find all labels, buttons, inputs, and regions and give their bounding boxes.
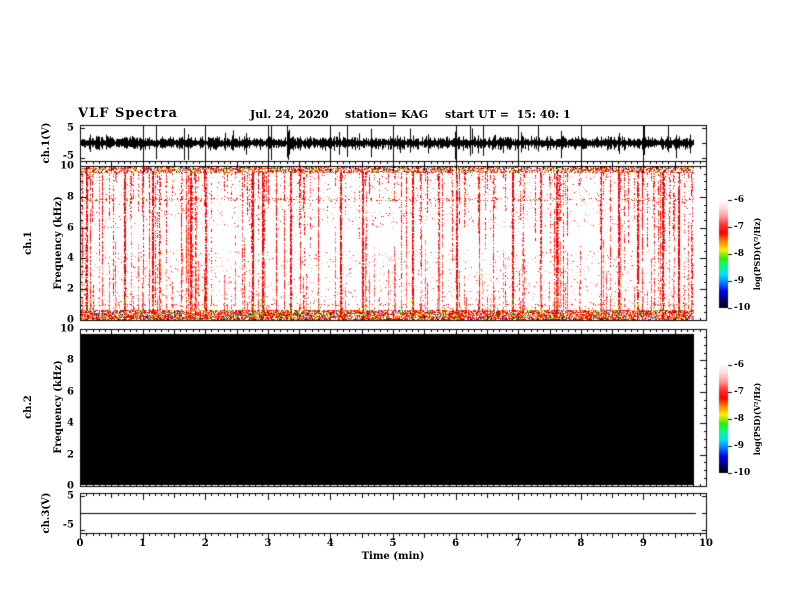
colorbar-ch2 [719,365,728,473]
ch2f-y-tick-label: 0 [67,480,74,492]
x-tick-label: 2 [201,538,209,549]
colorbar-ch1 [719,200,728,308]
x-tick-label: 9 [639,538,647,549]
colorbar2-tick-label: -6 [734,360,744,370]
x-tick-label: 4 [326,538,334,549]
colorbar2-tick-label: -10 [734,468,751,478]
colorbar2-unit-label: log(PSD)(V²/Hz) [752,382,762,456]
start-ut-label: start UT = 15: 40: 1 [445,108,571,121]
colorbar2-tick-label: -9 [734,441,744,451]
panel-ch3-waveform [80,493,706,533]
ch1-frequency-axis-title: ch.1 Frequency (kHz) [4,196,84,289]
colorbar1-tick-label: -9 [734,276,744,286]
ch1f-y-tick-label: 0 [67,314,74,326]
ch1-frequency-axis-title-line1: ch.1 [23,231,34,255]
ch1f-y-tick-label: 2 [67,283,74,295]
colorbar1-tick-label: -10 [734,303,751,313]
colorbar2-tick-label: -8 [734,414,744,424]
ch2-frequency-axis-title-line1: ch.2 [23,395,34,419]
colorbar1-tick-label: -6 [734,195,744,205]
x-tick-label: 1 [139,538,147,549]
ch2f-y-tick-label: 4 [67,417,74,429]
station-label: station= KAG [345,108,429,121]
ch1f-y-tick-label: 6 [67,222,74,234]
ch2-frequency-axis-title-line2: Frequency (kHz) [53,360,64,454]
colorbar2-tick-label: -7 [734,387,744,397]
ch2f-y-tick-label: 6 [67,386,74,398]
x-tick-label: 6 [452,538,460,549]
x-tick-label: 5 [389,538,397,549]
ch1f-y-tick-label: 10 [60,160,74,172]
x-tick-label: 8 [577,538,585,549]
ch2f-y-tick-label: 10 [60,323,74,335]
ch1v-y-tick-label: 5 [67,122,74,134]
date-label: Jul. 24, 2020 [250,108,329,121]
panel-ch1-waveform [80,125,706,161]
ch3v-y-tick-label: -5 [62,519,74,531]
ch1-frequency-axis-title-line2: Frequency (kHz) [53,196,64,290]
ch2f-y-tick-label: 2 [67,449,74,461]
plot-title: VLF Spectra [78,106,178,121]
colorbar1-tick-label: -7 [734,222,744,232]
x-tick-label: 3 [264,538,272,549]
colorbar1-tick-label: -8 [734,249,744,259]
ch1f-y-tick-label: 4 [67,252,74,264]
ch3v-y-tick-label: 5 [67,490,74,502]
x-tick-label: 10 [699,538,713,549]
x-tick-label: 7 [514,538,522,549]
ch1v-y-tick-label: -5 [62,150,74,162]
panel-ch2-spectrogram [80,329,706,486]
ch2-frequency-axis-title: ch.2 Frequency (kHz) [4,360,84,453]
colorbar1-unit-label: log(PSD)(V²/Hz) [752,217,762,291]
panel-ch1-spectrogram [80,166,706,320]
ch2f-y-tick-label: 8 [67,354,74,366]
x-tick-label: 0 [76,538,84,549]
ch1f-y-tick-label: 8 [67,191,74,203]
x-axis-title: Time (min) [361,551,425,562]
